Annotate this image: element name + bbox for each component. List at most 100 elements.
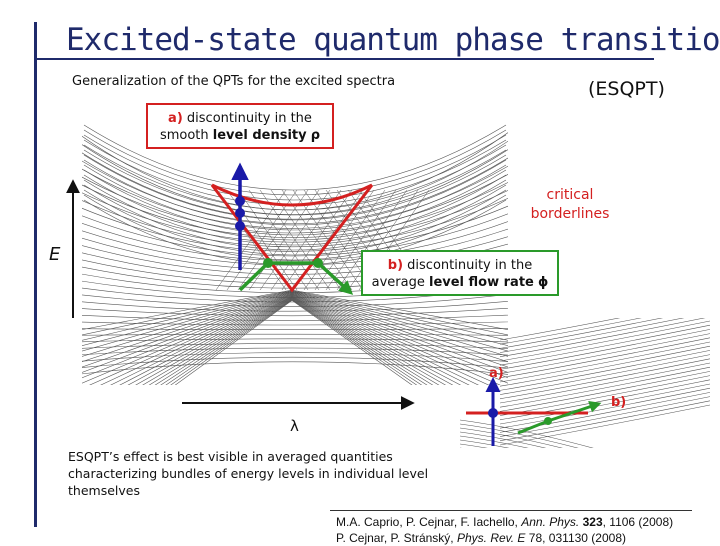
inset-level-line [499,379,710,421]
inset-level-line [460,447,462,448]
level-line [82,293,508,373]
inset-level-line [499,337,710,379]
level-line [82,338,508,343]
reference-2-authors: P. Cejnar, P. Stránský, [336,531,454,545]
level-line [83,174,507,241]
level-line [83,149,507,216]
reference-1-volume: 323 [582,515,603,529]
inset-level-line [499,366,710,408]
inset-level-line [459,423,579,448]
level-line [82,236,508,271]
inset-level-line [499,404,710,446]
callout-b-tag: b) [387,258,404,273]
reference-1-journal: Ann. Phys. [521,515,580,529]
level-line [83,154,507,221]
level-line [83,184,507,251]
inset-level-line [499,318,621,341]
level-line [270,189,342,291]
level-line [127,296,462,385]
level-line [170,299,418,385]
critical-borderline-upper [211,183,373,207]
level-line [83,134,507,201]
level-line [83,189,507,256]
level-line [110,295,479,385]
reference-2-journal: Phys. Rev. E [456,531,526,545]
callout-b-bold: level flow rate [428,275,534,290]
level-line [303,189,375,291]
level-line [119,295,470,385]
references: M.A. Caprio, P. Cejnar, F. Iachello, Ann… [336,514,720,546]
callout-a-line1: discontinuity in the [186,111,312,126]
left-rule [34,22,37,527]
inset-label-b: b) [611,395,627,410]
level-line [237,189,309,291]
level-line [82,301,508,312]
level-line [82,361,508,375]
level-line [347,189,419,291]
inset-level-line [499,354,710,395]
level-line [336,189,408,291]
inset-level-line [499,318,706,358]
level-line [82,343,508,349]
inset-level-line [499,333,710,374]
inset-level-line [499,318,642,345]
level-line [83,144,507,211]
critical-borderlines-label: critical borderlines [530,187,610,222]
inset-level-line [499,362,710,404]
level-line [174,299,413,385]
reference-1-authors: M.A. Caprio, P. Cejnar, F. Iachello, [336,515,518,529]
level-line [160,298,428,385]
caption: ESQPT’s effect is best visible in averag… [68,449,429,498]
inset-level-line [499,345,710,387]
level-line [82,181,508,238]
inset-level-line [460,456,600,486]
level-line [82,294,508,307]
level-line [325,189,397,291]
inset-level-line [499,396,710,437]
callout-a-symbol: ρ [310,128,321,143]
level-line [82,189,508,243]
level-line [215,189,287,291]
flow-dot [313,258,323,268]
inset-level-line [499,318,685,353]
lambda-axis-label: λ [290,417,299,435]
level-line [82,347,508,356]
inset-level-line [499,341,710,383]
inset-level-line [499,371,710,412]
level-line [82,314,508,321]
level-line [82,293,508,379]
inset-level-line [499,350,710,391]
level-line [82,307,508,317]
inset-level-line [459,439,510,448]
inset-level-line [459,443,488,448]
level-line [83,194,507,261]
inset-level-line [499,324,710,366]
level-line [82,294,508,384]
inset-level-line [459,427,563,448]
reference-2-volume: 78 [528,531,543,545]
flow-callout: b) discontinuity in the average level fl… [361,250,559,296]
level-line [148,297,440,385]
level-line [154,298,434,385]
inset-level-line [499,375,710,416]
level-line [142,297,446,385]
level-line [82,292,508,368]
level-line [82,333,508,336]
density-callout: a) discontinuity in the smooth level den… [146,103,334,149]
inset-level-line [459,435,529,448]
reference-rule [330,510,692,511]
level-line [82,197,508,248]
level-line [248,189,320,291]
level-line [165,299,423,385]
inset-flow-dot [544,417,552,425]
level-line [259,189,331,291]
inset-level-line [499,318,664,349]
inset-level-line [499,320,710,362]
level-line [82,321,508,326]
reference-1: M.A. Caprio, P. Cejnar, F. Iachello, Ann… [336,514,720,530]
level-line [314,189,386,291]
reference-2: P. Cejnar, P. Stránský, Phys. Rev. E 78,… [336,530,720,546]
density-dot [235,196,245,206]
inset-level-line [459,431,547,448]
reference-2-rest: , 031130 (2008) [542,531,626,545]
